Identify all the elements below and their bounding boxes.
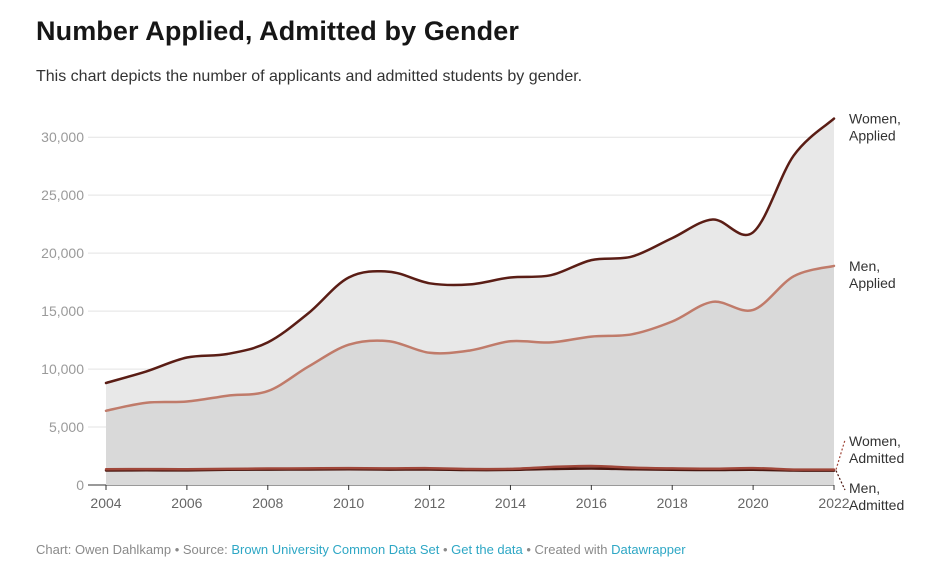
chart-title: Number Applied, Admitted by Gender (36, 16, 519, 46)
y-tick-label: 10,000 (41, 361, 84, 377)
series-lines (104, 117, 836, 472)
y-tick-label: 30,000 (41, 129, 84, 145)
label-leader (835, 470, 846, 491)
footer-created-with: • Created with (522, 542, 612, 557)
x-tick-label: 2022 (818, 495, 849, 511)
chart-footer: Chart: Owen Dahlkamp • Source: Brown Uni… (36, 542, 686, 557)
series-line[interactable] (104, 264, 836, 413)
y-tick-label: 20,000 (41, 245, 84, 261)
series-label-line: Applied (849, 128, 896, 144)
series-label-line: Men, (849, 258, 880, 274)
x-tick-label: 2014 (495, 495, 526, 511)
label-leader (835, 439, 846, 470)
series-labels: Women,AppliedMen,AppliedWomen,AdmittedMe… (835, 111, 904, 513)
series-areas (106, 118, 834, 485)
source-link[interactable]: Brown University Common Data Set (231, 542, 440, 557)
label-women-applied: Women,Applied (849, 111, 901, 144)
series-label-line: Men, (849, 480, 880, 496)
series-label-line: Applied (849, 275, 896, 291)
series-line[interactable] (104, 464, 836, 471)
y-tick-label: 25,000 (41, 187, 84, 203)
footer-separator: • (439, 542, 452, 557)
x-tick-label: 2012 (414, 495, 445, 511)
x-tick-label: 2020 (738, 495, 769, 511)
get-data-link[interactable]: Get the data (451, 542, 523, 557)
series-line[interactable] (104, 117, 836, 385)
x-tick-label: 2004 (90, 495, 121, 511)
y-tick-label: 0 (76, 477, 84, 493)
x-tick-label: 2006 (171, 495, 202, 511)
x-tick-label: 2010 (333, 495, 364, 511)
y-tick-label: 15,000 (41, 303, 84, 319)
x-tick-label: 2016 (576, 495, 607, 511)
footer-credit: Chart: Owen Dahlkamp • Source: (36, 542, 232, 557)
label-women-admitted: Women,Admitted (849, 433, 904, 466)
series-label-line: Admitted (849, 450, 904, 466)
y-axis: 0 5,000 10,000 15,000 20,000 25,000 30,000 (41, 129, 84, 493)
label-men-admitted: Men,Admitted (849, 480, 904, 513)
chart-subtitle: This chart depicts the number of applica… (36, 68, 583, 85)
x-axis: 2004 2006 2008 2010 2012 2014 2016 2018 2020 2022 (90, 485, 850, 511)
datawrapper-link[interactable]: Datawrapper (611, 542, 686, 557)
series-area (106, 468, 834, 485)
x-tick-label: 2018 (657, 495, 688, 511)
series-label-line: Admitted (849, 497, 904, 513)
series-area (106, 265, 834, 485)
series-label-line: Women, (849, 111, 901, 127)
series-label-line: Women, (849, 433, 901, 449)
y-tick-label: 5,000 (49, 419, 84, 435)
label-men-applied: Men,Applied (849, 258, 896, 291)
x-tick-label: 2008 (252, 495, 283, 511)
